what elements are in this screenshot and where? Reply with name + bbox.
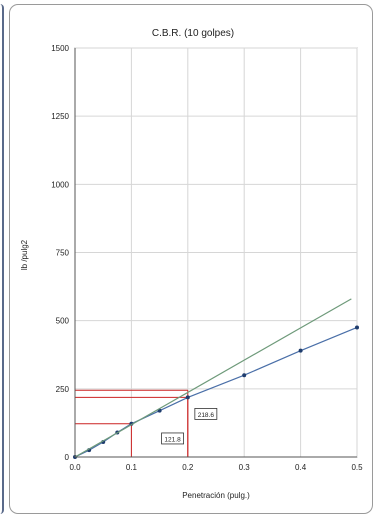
y-axis-label: lb /pulg2 bbox=[20, 239, 29, 270]
reference-lines bbox=[75, 389, 189, 457]
data-point bbox=[298, 348, 303, 353]
x-tick-label: 0.3 bbox=[239, 463, 251, 472]
data-point bbox=[242, 373, 247, 378]
y-tick-label: 1000 bbox=[51, 180, 69, 189]
x-axis-label: Penetración (pulg.) bbox=[182, 491, 250, 500]
annotation-label: 218.6 bbox=[198, 412, 215, 419]
x-tick-label: 0.2 bbox=[182, 463, 194, 472]
x-tick-label: 0.4 bbox=[295, 463, 307, 472]
y-tick-label: 250 bbox=[56, 385, 70, 394]
data-point bbox=[185, 395, 190, 400]
y-tick-label: 500 bbox=[56, 317, 70, 326]
y-tick-label: 0 bbox=[65, 453, 70, 462]
x-tick-label: 0.5 bbox=[351, 463, 363, 472]
adjacent-panel-edge bbox=[0, 4, 4, 514]
series-line bbox=[74, 298, 352, 458]
annotation-box bbox=[161, 432, 184, 445]
annotation-box bbox=[194, 408, 218, 420]
chart-title: C.B.R. (10 golpes) bbox=[152, 28, 234, 39]
axes: 0.0 0.1 0.2 0.3 0.4 0.5 0 250 500 750 1000 1250 1500 bbox=[51, 44, 363, 472]
grid bbox=[74, 47, 358, 458]
x-tick-label: 0.1 bbox=[126, 463, 138, 472]
y-tick-label: 1250 bbox=[51, 112, 69, 121]
data-point bbox=[355, 325, 359, 330]
y-tick-label: 1500 bbox=[51, 44, 69, 53]
x-tick-label: 0.0 bbox=[69, 463, 81, 472]
annotation-label: 121.8 bbox=[164, 436, 181, 443]
y-tick-label: 750 bbox=[56, 249, 70, 258]
annotations: 218.6 121.8 bbox=[161, 408, 218, 445]
series bbox=[73, 298, 359, 459]
